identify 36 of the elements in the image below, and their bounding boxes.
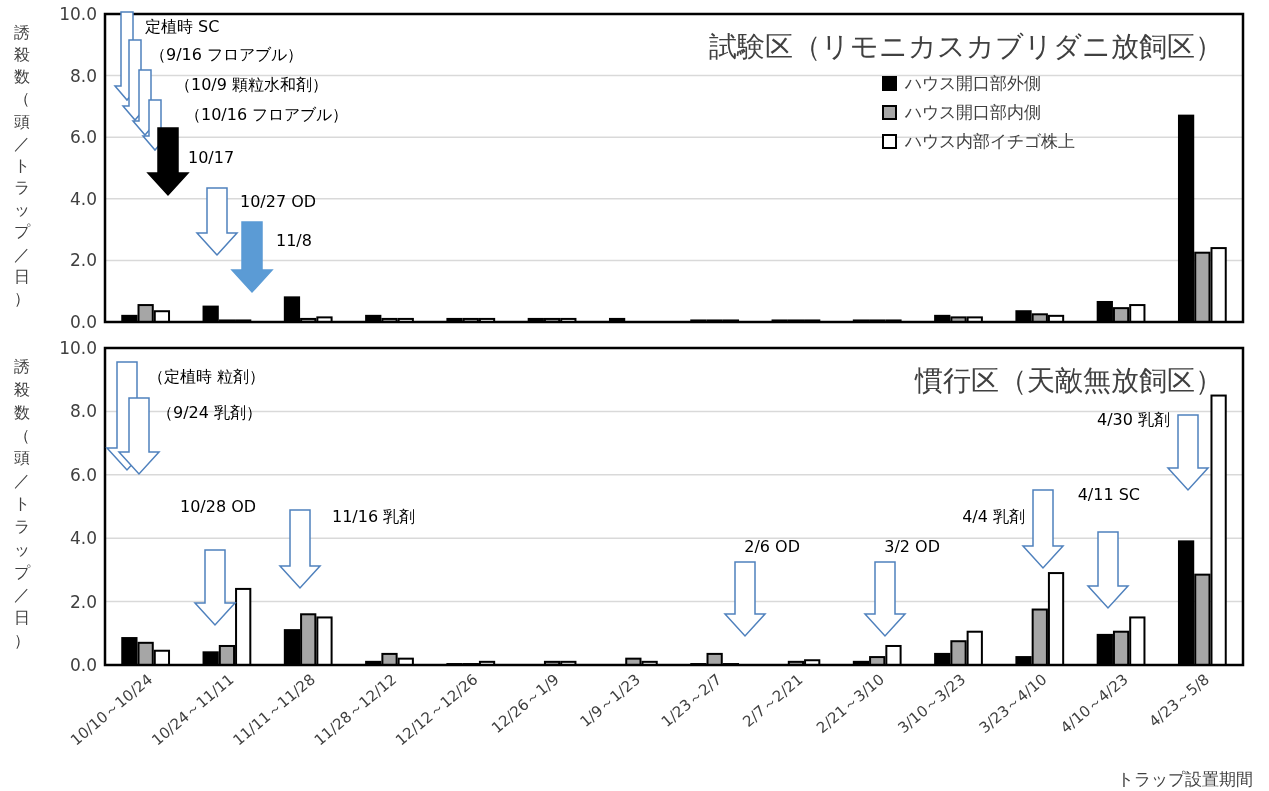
y-tick-label: 2.0	[69, 250, 97, 271]
y-tick-label: 0.0	[69, 655, 97, 675]
y-tick-label: 8.0	[69, 401, 97, 422]
legend-label: ハウス開口部外側	[904, 73, 1041, 93]
annotation: 定植時 SC	[145, 17, 220, 36]
y-tick-label: 2.0	[69, 591, 97, 612]
text: 試験区（リモニカスカブリダニ放飼区）	[709, 30, 1223, 63]
y-tick-label: 10.0	[59, 338, 97, 358]
text: 誘殺数（頭／トラップ／日）	[14, 23, 30, 308]
y-tick-label: 4.0	[69, 188, 97, 209]
y-tick-label: 6.0	[69, 464, 97, 485]
annotation: （10/9 顆粒水和剤）	[175, 75, 329, 94]
annotation: 10/27 OD	[240, 192, 317, 211]
annotation: （10/16 フロアブル）	[185, 105, 349, 124]
y-tick-label: 8.0	[69, 65, 97, 86]
text: 慣行区（天敵無放飼区）	[914, 364, 1223, 397]
annotation: （9/24 乳剤）	[157, 403, 263, 422]
annotation: （9/16 フロアブル）	[150, 45, 304, 64]
x-axis-title: トラップ設置期間	[1117, 769, 1253, 789]
y-tick-label: 10.0	[59, 4, 97, 24]
annotation: 3/2 OD	[884, 537, 940, 556]
annotation: 11/16 乳剤	[332, 507, 416, 526]
annotation: 4/11 SC	[1077, 485, 1140, 504]
annotation: 2/6 OD	[744, 537, 800, 556]
annotation: 10/28 OD	[180, 497, 257, 516]
legend-label: ハウス開口部内側	[904, 102, 1041, 122]
y-tick-label: 0.0	[69, 312, 97, 332]
y-tick-label: 6.0	[69, 127, 97, 148]
annotation: （定植時 粒剤）	[148, 367, 266, 386]
text: 誘殺数（頭／トラップ／日）	[14, 357, 30, 651]
annotation: 4/4 乳剤	[962, 507, 1025, 526]
legend-label: ハウス内部イチゴ株上	[904, 131, 1075, 151]
annotation: 10/17	[188, 148, 235, 167]
annotation: 11/8	[276, 231, 312, 250]
y-tick-label: 4.0	[69, 528, 97, 549]
annotation: 4/30 乳剤	[1096, 410, 1170, 429]
